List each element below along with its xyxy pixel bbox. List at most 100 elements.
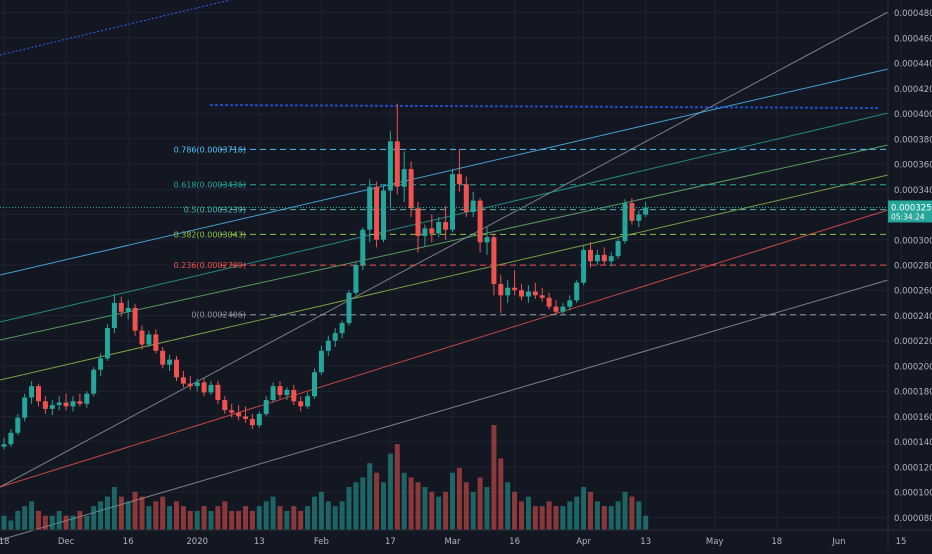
candle-body — [643, 207, 649, 215]
volume-bar — [325, 501, 331, 530]
volume-bar — [118, 496, 124, 530]
volume-bar — [456, 467, 462, 530]
volume-bar — [208, 510, 214, 530]
candle-body — [353, 265, 359, 293]
candle-body — [180, 377, 186, 384]
volume-bar — [512, 491, 518, 530]
volume-bar — [436, 496, 442, 530]
candle-body — [29, 386, 35, 398]
fib-level-label: 0.618(0.0003436) — [174, 181, 246, 190]
candle-body — [42, 401, 48, 409]
fib-level-label: 0.382(0.0003043) — [174, 230, 246, 239]
volume-bar — [201, 506, 207, 530]
candle-body — [277, 386, 283, 395]
candle-body — [401, 169, 407, 187]
candle-body — [111, 302, 117, 329]
candle-body — [105, 328, 110, 359]
candle-body — [629, 203, 635, 221]
candle-body — [15, 417, 21, 433]
volume-bar — [574, 496, 580, 530]
volume-bar — [519, 501, 524, 530]
volume-bar — [146, 506, 152, 530]
candle-body — [325, 340, 331, 351]
volume-bar — [305, 506, 311, 530]
candle-body — [91, 369, 97, 394]
volume-bar — [546, 501, 552, 530]
candle-body — [160, 350, 166, 365]
candle-body — [77, 401, 83, 404]
volume-bar — [394, 444, 400, 530]
candle-body — [512, 287, 518, 291]
last-price-tag: 0.000325605:34:24 — [0, 200, 932, 223]
candle-body — [132, 307, 138, 331]
time-label: 2020 — [186, 537, 208, 547]
candle-body — [284, 389, 290, 395]
volume-bar — [249, 510, 255, 530]
volume-bar — [601, 506, 607, 530]
volume-bar — [588, 491, 593, 530]
candle-body — [560, 306, 566, 312]
volume-bar — [63, 515, 69, 530]
candle-body — [249, 418, 255, 426]
candle-body — [187, 383, 193, 387]
candle-body — [208, 384, 214, 393]
candle-body — [125, 307, 131, 312]
candle-body — [270, 386, 276, 401]
channel-line — [0, 279, 889, 541]
candle-body — [519, 290, 524, 297]
time-axis[interactable]: 18 Dec 16 2020 13 Feb 17 Mar 16 Apr 13 May 18 Jun 15 — [0, 529, 932, 547]
volume-bar — [277, 506, 283, 530]
candle-body — [236, 412, 242, 417]
volume-bar — [174, 501, 179, 530]
candle-body — [298, 401, 304, 407]
candlesticks — [1, 103, 649, 450]
candle-body — [588, 249, 593, 262]
time-label: 16 — [123, 537, 134, 547]
volume-bar — [532, 506, 538, 530]
volume-bar — [36, 510, 41, 530]
fib-level-label: 0(0.0002406) — [191, 311, 246, 320]
candle-body — [222, 400, 228, 411]
volume-bar — [29, 501, 35, 530]
volume-bar — [360, 477, 366, 530]
volume-bar — [160, 496, 166, 530]
volume-bar — [367, 463, 373, 530]
fib-level-label: 0.5(0.0003239) — [184, 206, 246, 215]
volume-bar — [284, 510, 290, 530]
time-label: Dec — [58, 537, 75, 547]
candle-body — [394, 141, 400, 187]
volume-bar — [125, 501, 131, 530]
candle-body — [139, 330, 145, 345]
price-tick-label: 0.0000800 — [894, 514, 932, 524]
candle-body — [229, 410, 235, 413]
candle-body — [615, 241, 621, 257]
volume-bar — [567, 501, 573, 530]
volume-bar — [581, 487, 587, 530]
volume-bar — [98, 501, 104, 530]
channel-line — [0, 112, 889, 323]
volume-bar — [622, 491, 628, 530]
candle-body — [194, 382, 200, 387]
fib-level-label: 0.236(0.0002799) — [174, 261, 246, 270]
last-price-value: 0.0003256 — [891, 203, 932, 213]
volume-bar — [105, 496, 110, 530]
volume-bar — [608, 506, 614, 530]
candle-body — [387, 141, 393, 191]
candle-body — [498, 283, 504, 296]
last-price-box — [888, 200, 932, 223]
candle-body — [63, 402, 69, 407]
volume-bar — [167, 506, 173, 530]
volume-bar — [132, 491, 138, 530]
